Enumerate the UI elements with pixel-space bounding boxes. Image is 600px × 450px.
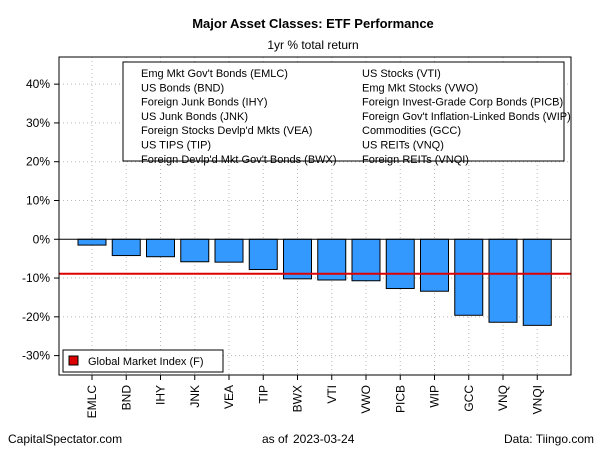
legend-entry: US Bonds (BND): [141, 82, 224, 94]
y-tick-label: 0%: [33, 232, 51, 246]
benchmark-legend-label: Global Market Index (F): [88, 356, 204, 368]
legend-box: [122, 61, 565, 162]
x-tick-label: IHY: [154, 385, 168, 405]
benchmark-legend-box: [62, 349, 224, 373]
x-tick-label: BWX: [291, 385, 305, 412]
footer-date: 2023-03-24: [293, 432, 355, 446]
footer-as-of: as of: [262, 432, 289, 446]
x-tick-label: VWO: [359, 385, 373, 414]
bar-wip: [420, 238, 449, 292]
x-tick-label: GCC: [462, 385, 476, 412]
legend-entry: US Junk Bonds (JNK): [141, 111, 248, 123]
x-tick-label: PICB: [393, 385, 407, 413]
legend-entry: Foreign Devlp'd Mkt Gov't Bonds (BWX): [141, 154, 337, 166]
bars-layer: [77, 238, 552, 326]
y-tick-label: -30%: [22, 349, 50, 363]
bar-bnd: [111, 238, 141, 257]
legend-entry: Foreign REITs (VNQI): [362, 154, 469, 166]
bar-vnqi: [522, 238, 552, 326]
x-tick-label: VNQ: [496, 385, 510, 411]
x-tick-label: BND: [119, 385, 133, 411]
benchmark-legend-swatch: [68, 355, 79, 366]
legend-entry: Emg Mkt Stocks (VWO): [362, 82, 478, 94]
y-tick-label: 20%: [26, 155, 50, 169]
y-tick-label: -10%: [22, 271, 50, 285]
bar-ihy: [146, 238, 175, 258]
bar-gcc: [454, 238, 484, 316]
x-tick-label: TIP: [256, 385, 270, 404]
legend-entry: Foreign Stocks Devlp'd Mkts (VEA): [141, 125, 312, 137]
legend: Emg Mkt Gov't Bonds (EMLC) US Bonds (BND)…: [62, 61, 571, 373]
plot-frame: [58, 56, 572, 376]
x-tick-label: WIP: [428, 385, 442, 408]
y-tick-label: -20%: [22, 310, 50, 324]
axes: -30% -20% -10% 0% 10% 20% 30% 40% EMLC BND IHY JNK V…: [22, 56, 572, 419]
x-tick-label: VEA: [222, 385, 236, 409]
legend-entry: US Stocks (VTI): [362, 68, 441, 80]
y-tick-label: 40%: [26, 77, 50, 91]
x-tick-label: EMLC: [85, 385, 99, 419]
chart-subtitle: 1yr % total return: [267, 38, 358, 52]
chart-title: Major Asset Classes: ETF Performance: [192, 16, 434, 31]
footer-source: CapitalSpectator.com: [8, 432, 122, 446]
y-tick-label: 30%: [26, 116, 50, 130]
legend-entry: Foreign Gov't Inflation-Linked Bonds (WI…: [362, 111, 571, 123]
bar-bwx: [283, 238, 312, 280]
legend-entry: Foreign Junk Bonds (IHY): [141, 97, 268, 109]
bar-vea: [214, 238, 244, 263]
legend-entry: Commodities (GCC): [362, 125, 461, 137]
legend-entry: Foreign Invest-Grade Corp Bonds (PICB): [362, 97, 563, 109]
bar-emlc: [77, 238, 107, 246]
bar-picb: [385, 238, 415, 290]
footer-data-source: Data: Tiingo.com: [504, 432, 594, 446]
x-tick-label: VTI: [325, 385, 339, 404]
legend-entry: Emg Mkt Gov't Bonds (EMLC): [141, 68, 288, 80]
x-tick-label: VNQI: [530, 385, 544, 414]
legend-entry: US TIPS (TIP): [141, 140, 211, 152]
reference-lines: [59, 238, 571, 275]
legend-entry: US REITs (VNQ): [362, 140, 444, 152]
bar-jnk: [180, 238, 210, 263]
bar-tip: [248, 238, 278, 271]
y-tick-label: 10%: [26, 193, 50, 207]
bar-vnq: [488, 238, 518, 323]
x-tick-label: JNK: [188, 385, 202, 408]
